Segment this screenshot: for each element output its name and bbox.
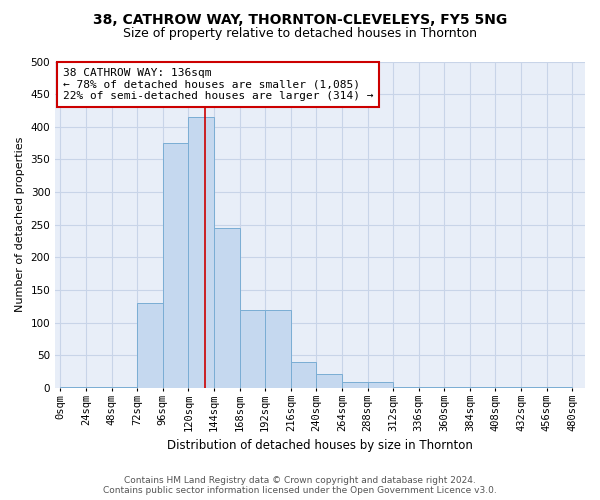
- Bar: [239, 310, 265, 388]
- Bar: [496, 387, 521, 388]
- Bar: [137, 303, 163, 388]
- Bar: [163, 143, 188, 388]
- Bar: [61, 387, 86, 388]
- Bar: [316, 374, 342, 388]
- Bar: [214, 228, 239, 388]
- Bar: [342, 382, 368, 388]
- Bar: [444, 387, 470, 388]
- Text: 38 CATHROW WAY: 136sqm
← 78% of detached houses are smaller (1,085)
22% of semi-: 38 CATHROW WAY: 136sqm ← 78% of detached…: [62, 68, 373, 101]
- Bar: [521, 387, 547, 388]
- Y-axis label: Number of detached properties: Number of detached properties: [15, 137, 25, 312]
- Text: Size of property relative to detached houses in Thornton: Size of property relative to detached ho…: [123, 28, 477, 40]
- Bar: [291, 362, 316, 388]
- Bar: [265, 310, 291, 388]
- Bar: [419, 387, 444, 388]
- Text: 38, CATHROW WAY, THORNTON-CLEVELEYS, FY5 5NG: 38, CATHROW WAY, THORNTON-CLEVELEYS, FY5…: [93, 12, 507, 26]
- Bar: [368, 382, 393, 388]
- Bar: [112, 387, 137, 388]
- Bar: [547, 387, 572, 388]
- Bar: [188, 117, 214, 388]
- Text: Contains HM Land Registry data © Crown copyright and database right 2024.
Contai: Contains HM Land Registry data © Crown c…: [103, 476, 497, 495]
- Bar: [470, 387, 496, 388]
- X-axis label: Distribution of detached houses by size in Thornton: Distribution of detached houses by size …: [167, 440, 473, 452]
- Bar: [86, 387, 112, 388]
- Bar: [393, 387, 419, 388]
